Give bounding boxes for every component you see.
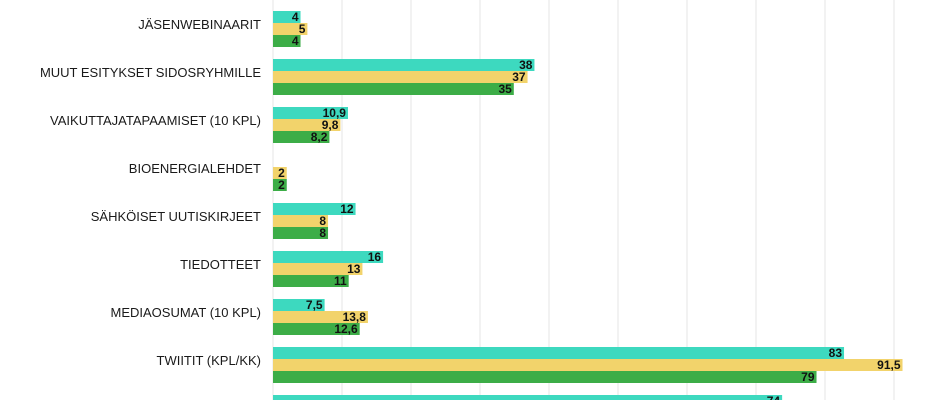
bar-group: 83 91,5 79 xyxy=(273,346,903,384)
bar xyxy=(273,119,341,131)
data-label: 10,9 xyxy=(323,106,347,120)
data-label: 8 xyxy=(319,226,326,240)
data-label: 91,5 xyxy=(877,358,901,372)
data-label: 4 xyxy=(292,34,299,48)
bar xyxy=(273,59,535,71)
bar-group: 74 xyxy=(273,394,783,400)
bar xyxy=(273,251,384,263)
bar xyxy=(273,371,817,383)
data-label: 79 xyxy=(801,370,815,384)
data-label: 2 xyxy=(278,166,285,180)
bar xyxy=(273,83,514,95)
bar xyxy=(273,131,330,143)
bar xyxy=(273,215,329,227)
data-label: 2 xyxy=(278,178,285,192)
category-label: TWIITIT (KPL/KK) xyxy=(157,353,262,368)
bar xyxy=(273,275,349,287)
bar xyxy=(273,23,308,35)
bar-group: 10,99,88,2 xyxy=(273,106,348,144)
data-label: 74 xyxy=(767,394,781,400)
bar xyxy=(273,35,301,47)
data-label: 13,8 xyxy=(343,310,367,324)
data-label: 8 xyxy=(319,214,326,228)
bar xyxy=(273,347,845,359)
bar-group: 12 88 xyxy=(273,202,356,240)
bar-group: 454 xyxy=(273,10,308,48)
bar xyxy=(273,179,287,191)
category-label: MEDIAOSUMAT (10 KPL) xyxy=(111,305,262,320)
bar xyxy=(273,359,903,371)
data-label: 7,5 xyxy=(306,298,323,312)
bar xyxy=(273,167,287,179)
bar xyxy=(273,11,301,23)
bar xyxy=(273,203,356,215)
data-label: 11 xyxy=(334,274,347,288)
data-label: 37 xyxy=(512,70,526,84)
bar xyxy=(273,395,783,400)
bar xyxy=(273,299,325,311)
category-label: VAIKUTTAJATAPAAMISET (10 KPL) xyxy=(50,113,261,128)
data-label: 9,8 xyxy=(322,118,339,132)
data-label: 16 xyxy=(368,250,382,264)
data-label: 8,2 xyxy=(311,130,328,144)
data-label: 83 xyxy=(829,346,843,360)
data-label: 4 xyxy=(292,10,299,24)
category-label: MUUT ESITYKSET SIDOSRYHMILLE xyxy=(40,65,261,80)
category-label: BIOENERGIALEHDET xyxy=(129,161,261,176)
bar xyxy=(273,71,528,83)
bar-group: 22 xyxy=(273,166,287,192)
data-label: 38 xyxy=(519,58,533,72)
bar xyxy=(273,311,368,323)
bar xyxy=(273,263,363,275)
bar xyxy=(273,323,360,335)
category-label: TIEDOTTEET xyxy=(180,257,261,272)
data-label: 13 xyxy=(347,262,361,276)
category-label: SÄHKÖISET UUTISKIRJEET xyxy=(91,209,261,224)
bar xyxy=(273,227,329,239)
bar-group: 7,5 13,812,6 xyxy=(273,298,368,336)
data-label: 35 xyxy=(498,82,512,96)
category-labels: JÄSENWEBINAARIT MUUT ESITYKSET SIDOSRYHMI… xyxy=(40,17,261,368)
bar-groups: 45438373510,99,88,22212881613117,513,812… xyxy=(273,10,903,400)
data-label: 12 xyxy=(340,202,354,216)
data-label: 5 xyxy=(299,22,306,36)
category-label: JÄSENWEBINAARIT xyxy=(138,17,261,32)
bar xyxy=(273,107,348,119)
data-label: 12,6 xyxy=(334,322,358,336)
